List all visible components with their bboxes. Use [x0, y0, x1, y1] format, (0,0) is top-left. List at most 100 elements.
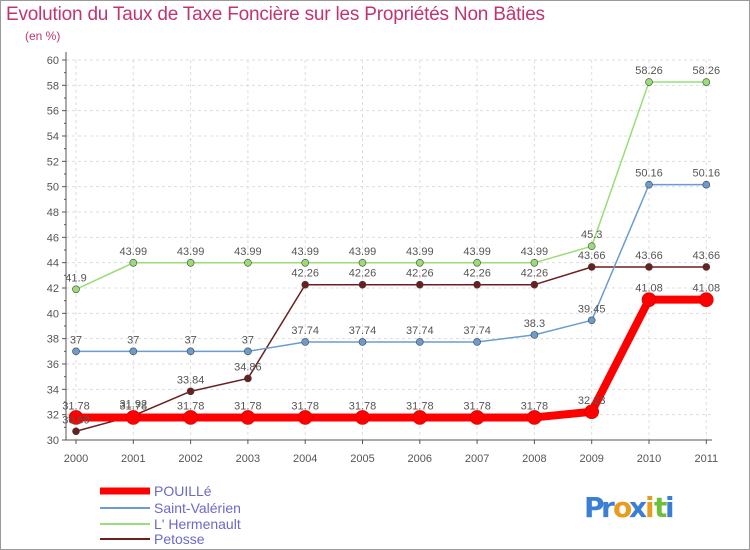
x-tick-label: 2011	[694, 453, 718, 465]
y-tick-label: 54	[47, 131, 59, 143]
series-line-3	[75, 266, 707, 432]
data-point	[702, 263, 711, 271]
legend-label-1: Saint-Valérien	[154, 500, 241, 516]
data-label: 34.86	[234, 361, 262, 373]
data-label: 43.99	[521, 246, 549, 258]
data-label: 43.99	[120, 246, 148, 258]
data-label: 39.45	[578, 303, 606, 315]
data-label: 41.9	[65, 272, 86, 284]
data-point	[415, 258, 424, 267]
data-point	[301, 280, 310, 289]
data-label: 41.08	[693, 283, 721, 295]
data-label: 31.78	[62, 400, 90, 412]
data-point	[698, 292, 714, 307]
data-label: 37.74	[291, 325, 319, 337]
x-tick-label: 2004	[293, 453, 317, 465]
logo-letter: x	[629, 491, 647, 524]
data-point	[702, 78, 711, 86]
data-label: 31.78	[521, 400, 549, 412]
data-point	[412, 410, 428, 425]
series-line-1	[76, 183, 707, 353]
x-tick-label: 2010	[637, 453, 661, 465]
data-point	[587, 263, 596, 271]
data-point	[301, 258, 310, 267]
x-tick-label: 2001	[121, 453, 145, 465]
logo-letter: t	[654, 491, 667, 524]
data-point	[415, 338, 424, 346]
y-tick-label: 36	[47, 359, 59, 371]
data-label: 42.26	[463, 268, 491, 280]
data-point	[530, 258, 539, 267]
y-tick-label: 38	[47, 334, 59, 346]
y-tick-label: 42	[47, 283, 59, 295]
x-tick-label: 2009	[579, 453, 603, 465]
x-tick-label: 2000	[64, 453, 88, 465]
data-point	[186, 387, 195, 396]
x-tick-label: 2006	[408, 453, 432, 465]
data-label: 58.26	[693, 65, 721, 77]
data-point	[530, 280, 539, 289]
data-point	[72, 347, 80, 356]
data-label: 42.26	[406, 268, 434, 280]
data-point	[244, 258, 252, 267]
data-label: 43.99	[406, 246, 434, 258]
data-point	[72, 285, 80, 294]
data-point	[641, 292, 657, 307]
series-lines	[68, 78, 714, 436]
data-point	[244, 374, 252, 383]
data-point	[301, 338, 310, 346]
data-label: 38.3	[524, 318, 545, 330]
data-label: 37.74	[406, 325, 434, 337]
x-tick-label: 2008	[522, 453, 546, 465]
legend-label-2: L' Hermenault	[154, 516, 241, 532]
data-point	[126, 410, 141, 425]
y-tick-label: 60	[47, 55, 59, 67]
x-tick-label: 2002	[178, 453, 202, 465]
y-tick-label: 46	[47, 232, 59, 244]
data-point	[645, 263, 653, 271]
data-label: 31.78	[291, 400, 319, 412]
data-point	[473, 338, 481, 346]
data-label: 42.26	[521, 268, 549, 280]
data-label: 43.99	[463, 246, 491, 258]
data-label: 31.78	[406, 400, 434, 412]
data-label: 50.16	[693, 168, 721, 180]
data-point	[415, 280, 424, 289]
y-tick-label: 40	[47, 308, 59, 320]
data-point	[129, 347, 138, 356]
x-tick-label: 2003	[236, 453, 260, 465]
data-point	[358, 280, 367, 289]
data-label: 37.74	[463, 325, 491, 337]
data-label: 37	[70, 334, 82, 346]
chart-title: Evolution du Taux de Taxe Foncière sur l…	[6, 4, 545, 25]
y-tick-label: 34	[47, 384, 59, 396]
axes: 30 32 34 36 38 40 42 44 46 48 50 52 54 56 58 60 2000 2001…	[47, 52, 718, 465]
data-labels: 31.78 31.78 31.78 31.78 31.78 31.78 31.78 31.78…	[62, 65, 720, 426]
data-point	[186, 347, 195, 356]
data-label: 37.74	[349, 325, 377, 337]
data-label: 45.3	[581, 229, 602, 241]
unit-label: (en %)	[25, 29, 61, 43]
data-label: 58.26	[635, 65, 663, 77]
data-point	[527, 410, 542, 425]
x-tick-label: 2007	[465, 453, 489, 465]
data-label: 42.26	[291, 268, 319, 280]
y-tick-label: 32	[47, 410, 59, 422]
y-tick-label: 30	[47, 435, 59, 447]
data-label: 31.78	[463, 400, 491, 412]
data-point	[129, 258, 138, 267]
y-tick-label: 56	[47, 106, 59, 118]
grid	[66, 59, 712, 441]
data-label: 31.78	[349, 400, 377, 412]
data-label: 31.78	[234, 400, 262, 412]
data-point	[584, 404, 600, 420]
data-point	[358, 338, 367, 346]
data-label: 43.66	[578, 250, 606, 262]
data-point	[355, 410, 370, 425]
data-point	[240, 410, 256, 425]
data-label: 43.99	[291, 246, 319, 258]
data-label: 31.78	[120, 400, 148, 412]
